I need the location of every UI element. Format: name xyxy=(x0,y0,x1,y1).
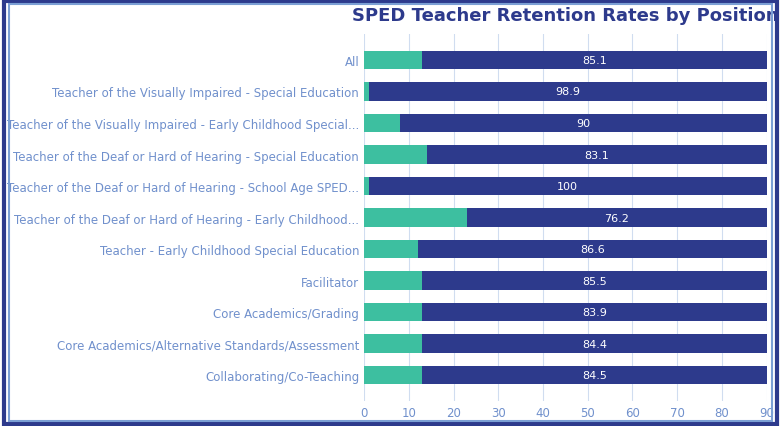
Bar xyxy=(364,114,400,133)
Text: 84.4: 84.4 xyxy=(582,339,607,349)
Text: 85.1: 85.1 xyxy=(582,56,607,66)
Bar xyxy=(364,52,423,70)
Bar xyxy=(364,114,767,133)
Bar xyxy=(364,209,467,227)
Bar xyxy=(364,271,767,290)
Bar xyxy=(364,240,767,259)
Bar xyxy=(364,334,767,353)
Bar xyxy=(364,177,369,196)
Bar xyxy=(364,240,418,259)
Text: 100: 100 xyxy=(557,181,578,192)
Bar xyxy=(364,366,423,385)
Title: SPED Teacher Retention Rates by Position: SPED Teacher Retention Rates by Position xyxy=(352,7,779,25)
Bar xyxy=(364,83,369,102)
Bar xyxy=(364,146,767,164)
Text: 85.5: 85.5 xyxy=(582,276,607,286)
Text: 86.6: 86.6 xyxy=(580,245,604,254)
Bar xyxy=(364,271,423,290)
Bar xyxy=(364,209,767,227)
Bar xyxy=(364,177,767,196)
Text: 90: 90 xyxy=(576,119,590,129)
Bar xyxy=(364,334,423,353)
Bar xyxy=(364,83,767,102)
Bar xyxy=(364,146,426,164)
Bar xyxy=(364,366,767,385)
Bar xyxy=(364,303,423,322)
Text: 83.1: 83.1 xyxy=(584,150,609,160)
Bar xyxy=(364,303,767,322)
Text: 84.5: 84.5 xyxy=(582,370,607,380)
Text: 98.9: 98.9 xyxy=(555,87,580,97)
Text: 76.2: 76.2 xyxy=(604,213,629,223)
Bar xyxy=(364,52,767,70)
Text: 83.9: 83.9 xyxy=(582,307,607,317)
